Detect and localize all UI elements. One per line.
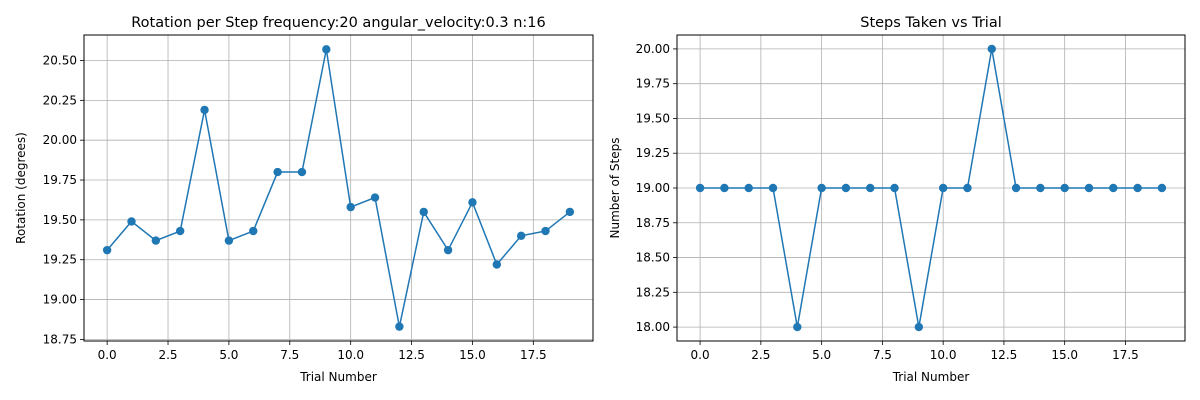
steps-chart-x-tick-label: 15.0 <box>1051 348 1078 362</box>
steps-chart-series <box>695 44 1167 332</box>
steps-chart-y-tick-label: 19.00 <box>636 181 670 195</box>
rotation-chart-data-point <box>443 245 453 255</box>
steps-chart-data-point <box>914 322 924 332</box>
steps-chart-y-tick-label: 19.25 <box>636 146 670 160</box>
rotation-chart-x-tick-label: 17.5 <box>520 348 547 362</box>
steps-chart-ticks: 0.0 2.5 5.0 7.5 10.0 12.5 15.0 17.5 18.00 18.25 18… <box>636 42 1139 362</box>
rotation-chart-frame <box>83 34 594 342</box>
steps-chart-y-axis-label: Number of Steps <box>608 138 622 239</box>
rotation-chart-series-line <box>106 49 571 327</box>
steps-chart-data-point <box>866 183 875 193</box>
steps-chart-x-tick-label: 12.5 <box>991 348 1018 362</box>
rotation-chart: 0.0 2.5 5.0 7.5 10.0 12.5 15.0 17.5 18.75 19.00 19… <box>14 15 594 384</box>
steps-chart-data-point <box>1157 183 1167 193</box>
rotation-chart-y-tick-label: 19.75 <box>43 173 77 187</box>
rotation-chart-data-point <box>516 231 526 241</box>
steps-chart-title: Steps Taken vs Trial <box>860 15 1002 31</box>
steps-chart-x-tick-label: 17.5 <box>1112 348 1139 362</box>
steps-chart-x-tick-label: 7.5 <box>873 348 892 362</box>
rotation-chart-y-tick-label: 20.00 <box>43 133 77 147</box>
rotation-chart-x-tick-label: 5.0 <box>219 348 238 362</box>
rotation-chart-y-tick-label: 19.25 <box>43 253 77 267</box>
rotation-chart-data-point <box>127 217 136 226</box>
rotation-chart-data-point <box>322 45 331 54</box>
steps-chart-data-point <box>1084 183 1094 193</box>
rotation-chart-title: Rotation per Step frequency:20 angular_v… <box>131 15 545 31</box>
steps-chart-y-tick-label: 18.25 <box>636 285 670 299</box>
steps-chart-data-point <box>793 322 802 332</box>
steps-chart-x-tick-label: 2.5 <box>751 348 770 362</box>
steps-chart-data-point <box>768 183 778 193</box>
steps-chart-data-point <box>890 183 899 193</box>
steps-chart-data-point <box>963 183 972 193</box>
steps-chart-data-point <box>744 183 753 193</box>
rotation-chart-x-tick-label: 15.0 <box>459 348 486 362</box>
steps-chart-y-tick-label: 19.75 <box>636 77 670 91</box>
steps-chart: 0.0 2.5 5.0 7.5 10.0 12.5 15.0 17.5 18.00 18.25 18… <box>608 15 1186 384</box>
rotation-chart-x-tick-label: 12.5 <box>398 348 425 362</box>
steps-chart-data-point <box>817 183 826 193</box>
rotation-chart-x-tick-label: 7.5 <box>280 348 299 362</box>
rotation-chart-data-point <box>492 260 502 269</box>
steps-chart-data-point <box>1060 183 1069 193</box>
steps-chart-data-point <box>1011 183 1021 193</box>
steps-chart-data-point <box>987 44 996 54</box>
rotation-chart-x-tick-label: 2.5 <box>158 348 177 362</box>
steps-chart-data-point <box>938 183 948 193</box>
rotation-chart-data-point <box>151 236 161 245</box>
steps-chart-data-point <box>695 183 705 193</box>
rotation-chart-data-point <box>468 198 477 207</box>
rotation-chart-data-point <box>102 245 112 255</box>
rotation-chart-data-point <box>273 167 282 177</box>
rotation-chart-data-point <box>395 322 404 331</box>
rotation-chart-data-point <box>224 236 234 245</box>
rotation-chart-data-point <box>419 207 428 217</box>
rotation-chart-data-point <box>175 226 185 236</box>
rotation-chart-data-point <box>370 193 380 202</box>
rotation-chart-y-tick-label: 19.00 <box>43 293 77 307</box>
rotation-chart-series <box>102 45 575 331</box>
rotation-chart-data-point <box>200 105 209 115</box>
rotation-chart-x-axis-label: Trial Number <box>299 370 377 384</box>
rotation-chart-y-tick-label: 20.25 <box>43 93 77 107</box>
steps-chart-y-tick-label: 20.00 <box>636 42 670 56</box>
steps-chart-data-point <box>720 183 729 193</box>
steps-chart-x-tick-label: 10.0 <box>930 348 957 362</box>
rotation-chart-data-point <box>249 226 258 236</box>
steps-chart-y-tick-label: 18.00 <box>636 320 670 334</box>
rotation-chart-y-tick-label: 20.50 <box>43 54 77 68</box>
rotation-chart-grid <box>84 35 593 341</box>
rotation-chart-x-tick-label: 10.0 <box>337 348 364 362</box>
steps-chart-data-point <box>1036 183 1045 193</box>
steps-chart-y-tick-label: 19.50 <box>636 111 670 125</box>
steps-chart-grid <box>677 35 1185 341</box>
rotation-chart-y-tick-label: 18.75 <box>43 332 77 346</box>
steps-chart-data-point <box>841 183 851 193</box>
steps-chart-y-tick-label: 18.75 <box>636 216 670 230</box>
rotation-chart-ticks: 0.0 2.5 5.0 7.5 10.0 12.5 15.0 17.5 18.75 19.00 19… <box>43 54 547 363</box>
steps-chart-x-axis-label: Trial Number <box>892 370 970 384</box>
rotation-chart-y-axis-label: Rotation (degrees) <box>14 132 28 244</box>
steps-chart-x-tick-label: 0.0 <box>691 348 710 362</box>
steps-chart-frame <box>676 34 1186 342</box>
steps-chart-data-point <box>1109 183 1118 193</box>
rotation-chart-y-tick-label: 19.50 <box>43 213 77 227</box>
steps-chart-data-point <box>1133 183 1142 193</box>
steps-chart-y-tick-label: 18.50 <box>636 251 670 265</box>
rotation-chart-data-point <box>565 207 575 217</box>
rotation-chart-x-tick-label: 0.0 <box>98 348 117 362</box>
rotation-chart-data-point <box>297 167 307 177</box>
rotation-chart-data-point <box>346 202 355 212</box>
steps-chart-x-tick-label: 5.0 <box>812 348 831 362</box>
rotation-chart-data-point <box>541 226 550 236</box>
